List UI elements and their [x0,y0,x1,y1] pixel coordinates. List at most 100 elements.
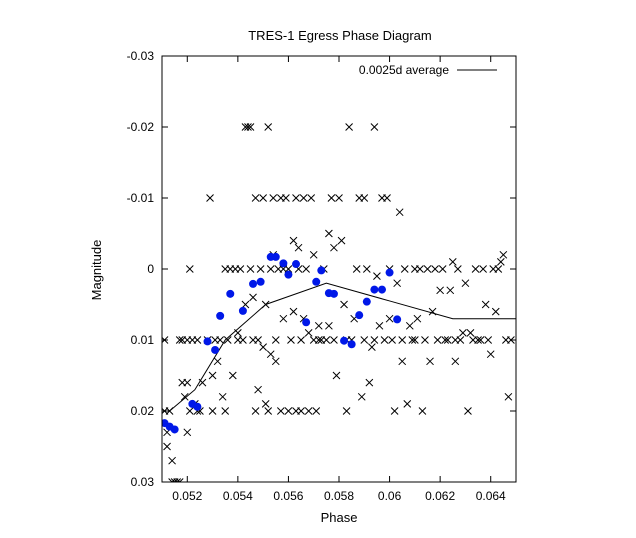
binned-average-point [216,311,225,320]
x-marker-point [411,336,419,344]
binned-average-point [393,315,402,324]
x-marker-point [292,194,300,202]
x-marker-point [362,265,371,273]
x-marker-point [327,194,336,202]
x-marker-point [284,407,293,415]
binned-average-point [347,340,356,349]
binned-average-point [317,266,326,275]
x-marker-point [244,123,252,131]
x-marker-point [360,336,369,344]
binned-average-point [340,336,349,345]
x-marker-point [241,300,250,309]
x-marker-point [271,357,280,366]
x-marker-point [365,378,374,387]
x-marker-point [266,265,275,273]
x-marker-point [345,123,353,131]
x-marker-point [304,329,313,337]
x-marker-point [357,392,366,401]
x-marker-point [383,194,391,202]
x-tick-label: 0.062 [425,489,455,503]
x-marker-point [491,307,500,316]
x-marker-point [261,400,270,408]
x-marker-point [221,407,230,415]
binned-average-point [377,285,386,294]
chart-title: TRES-1 Egress Phase Diagram [248,28,432,43]
x-marker-point [216,336,225,344]
x-marker-point [279,314,288,323]
x-tick-label: 0.06 [378,489,402,503]
y-tick-label: 0 [147,262,154,276]
x-tick-label: 0.058 [324,489,354,503]
binned-average-point [170,425,179,434]
binned-average-point [370,285,379,294]
binned-average-point [249,279,258,288]
x-marker-point [266,350,275,359]
x-axis-title: Phase [321,510,358,525]
x-marker-point [400,265,409,273]
x-marker-point [294,243,303,252]
x-marker-point [443,336,452,344]
x-marker-point [433,336,442,344]
binned-average-point [329,289,338,298]
y-axis-title: Magnitude [89,240,104,301]
x-marker-point [185,265,194,273]
y-axis: -0.03 -0.02 -0.01 0 0.01 0.02 0.03 [127,49,516,489]
x-marker-point [393,279,402,288]
x-marker-point [185,407,194,415]
binned-average-point [284,270,293,279]
x-marker-point [484,336,493,344]
x-marker-point [314,336,323,344]
x-marker-point [223,336,232,344]
x-marker-point [390,407,399,415]
x-marker-point [342,407,351,415]
x-marker-point [421,336,429,344]
x-marker-point [251,407,260,415]
x-marker-point [314,321,323,330]
plot-marks [162,123,516,482]
x-marker-point [208,407,217,415]
x-marker-point [476,336,485,344]
x-marker-point [486,350,495,359]
x-marker-point [368,343,376,351]
x-marker-point [276,407,285,415]
x-marker-point [193,336,202,344]
x-marker-point [451,357,460,366]
x-marker-point [504,392,513,401]
x-marker-point [375,321,384,330]
x-marker-point [459,329,467,337]
x-marker-point [173,478,182,482]
x-marker-point [183,378,192,387]
x-marker-point [208,371,217,380]
x-marker-point [499,250,508,259]
x-marker-point [254,385,262,394]
x-marker-point [297,407,305,415]
x-marker-point [254,336,262,344]
x-marker-point [264,123,273,131]
x-marker-point [325,321,333,330]
x-marker-point [269,194,278,202]
x-marker-point [471,265,480,273]
x-marker-point [360,194,369,202]
x-marker-point [249,293,257,302]
x-marker-point [464,407,472,415]
x-marker-point [302,265,310,273]
binned-average-point [362,297,371,306]
x-marker-point [373,272,381,280]
x-marker-point [405,321,414,330]
x-marker-point [239,336,247,344]
binned-average-point [292,260,301,269]
x-marker-point [418,407,427,415]
x-marker-point [163,442,171,451]
x-marker-point [330,336,338,344]
x-marker-point [413,314,422,323]
binned-average-point [355,311,364,320]
x-marker-point [287,336,295,344]
y-tick-label: -0.03 [127,49,155,63]
x-marker-point [259,343,267,351]
x-marker-point [264,407,273,415]
x-marker-point [438,265,447,273]
x-marker-point [299,194,308,202]
x-marker-point [494,265,503,273]
x-marker-point [461,279,470,288]
x-marker-point [168,456,176,465]
